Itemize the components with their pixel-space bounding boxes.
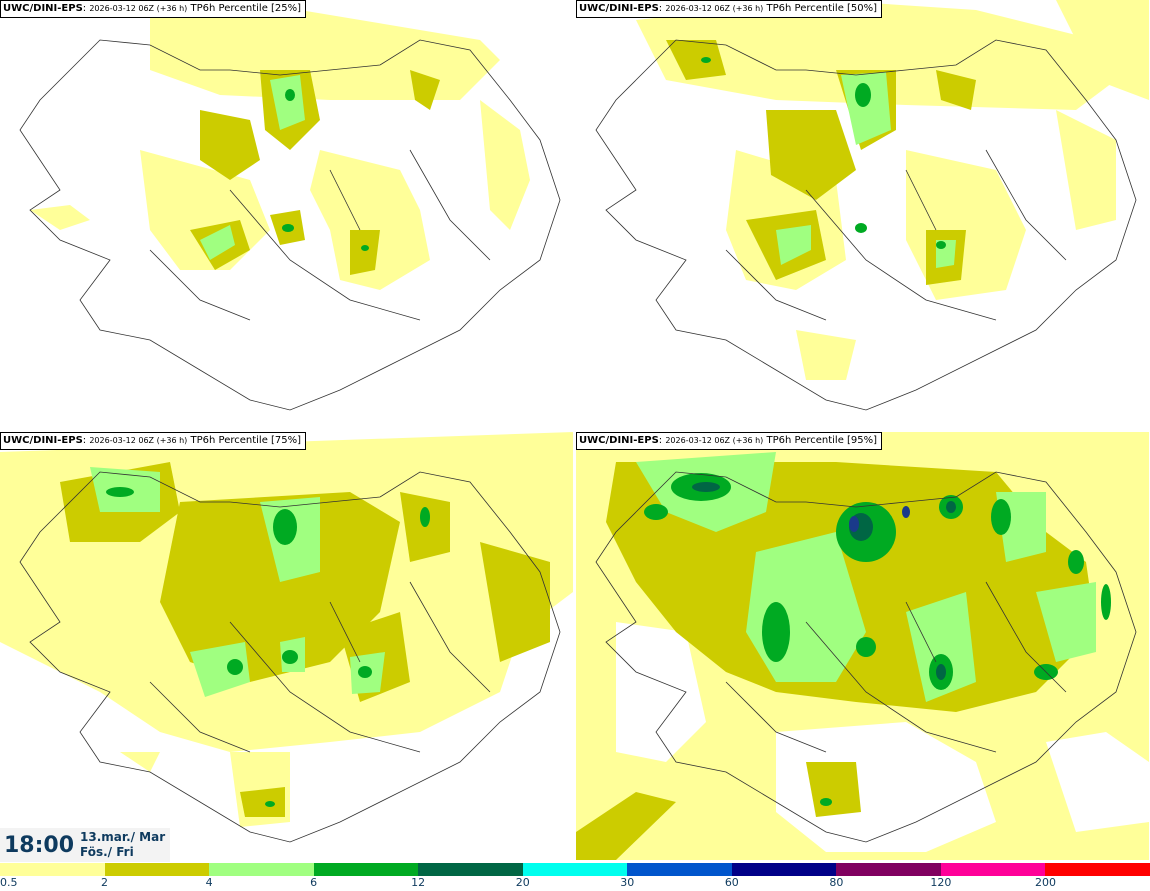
legend-tick-label: 120 (930, 876, 952, 889)
map-panel-p25[interactable]: UWC/DINI-EPS: 2026-03-12 06Z (+36 h) TP6… (0, 0, 573, 428)
legend-swatch (836, 863, 941, 876)
legend-swatch (313, 863, 419, 876)
model-name: UWC/DINI-EPS (3, 435, 83, 446)
model-name: UWC/DINI-EPS (579, 3, 659, 14)
map-canvas[interactable] (0, 0, 573, 428)
product-name: TP6h Percentile [95%] (766, 435, 878, 446)
run-time: 2026-03-12 06Z (+36 h) (665, 436, 764, 445)
valid-date-line2: Fös./ Fri (80, 845, 134, 859)
run-time: 2026-03-12 06Z (+36 h) (665, 4, 764, 13)
panel-title: UWC/DINI-EPS: 2026-03-12 06Z (+36 h) TP6… (576, 432, 883, 450)
product-name: TP6h Percentile [50%] (766, 3, 878, 14)
map-panel-p95[interactable]: UWC/DINI-EPS: 2026-03-12 06Z (+36 h) TP6… (576, 432, 1149, 860)
legend-swatch (418, 863, 523, 876)
map-canvas[interactable] (0, 432, 573, 860)
legend-tick-label: 0.5 (0, 876, 18, 889)
map-panel-p50[interactable]: UWC/DINI-EPS: 2026-03-12 06Z (+36 h) TP6… (576, 0, 1149, 428)
legend-labels: 0.5 2 4 6 12 20 30 60 80 120 200 (0, 876, 1150, 891)
legend-swatch (940, 863, 1046, 876)
legend-tick-label: 30 (620, 876, 635, 889)
run-time: 2026-03-12 06Z (+36 h) (89, 4, 188, 13)
legend-swatch (0, 863, 105, 876)
color-legend (0, 863, 1150, 876)
legend-tick-label: 4 (205, 876, 213, 889)
legend-tick-label: 2 (101, 876, 109, 889)
panel-title: UWC/DINI-EPS: 2026-03-12 06Z (+36 h) TP6… (0, 432, 307, 450)
legend-tick-label: 6 (310, 876, 318, 889)
run-time: 2026-03-12 06Z (+36 h) (89, 436, 188, 445)
legend-tick-label: 200 (1034, 876, 1056, 889)
legend-swatch (209, 863, 314, 876)
valid-time-box: 18:00 13.mar./ Mar Fös./ Fri (0, 828, 170, 862)
legend-tick-label: 60 (724, 876, 739, 889)
product-name: TP6h Percentile [75%] (190, 435, 302, 446)
valid-date-line1: 13.mar./ Mar (80, 830, 166, 844)
model-name: UWC/DINI-EPS (579, 435, 659, 446)
model-name: UWC/DINI-EPS (3, 3, 83, 14)
legend-tick-label: 20 (515, 876, 530, 889)
legend-swatch (627, 863, 732, 876)
map-canvas[interactable] (576, 432, 1149, 860)
legend-tick-label: 12 (411, 876, 426, 889)
legend-swatch (104, 863, 210, 876)
legend-tick-label: 80 (829, 876, 844, 889)
product-name: TP6h Percentile [25%] (190, 3, 302, 14)
map-canvas[interactable] (576, 0, 1149, 428)
legend-swatch (522, 863, 628, 876)
valid-time-clock: 18:00 (4, 833, 75, 858)
map-panel-p75[interactable]: UWC/DINI-EPS: 2026-03-12 06Z (+36 h) TP6… (0, 432, 573, 860)
panel-title: UWC/DINI-EPS: 2026-03-12 06Z (+36 h) TP6… (576, 0, 883, 18)
panel-title: UWC/DINI-EPS: 2026-03-12 06Z (+36 h) TP6… (0, 0, 307, 18)
legend-swatch (731, 863, 837, 876)
legend-swatch (1045, 863, 1150, 876)
